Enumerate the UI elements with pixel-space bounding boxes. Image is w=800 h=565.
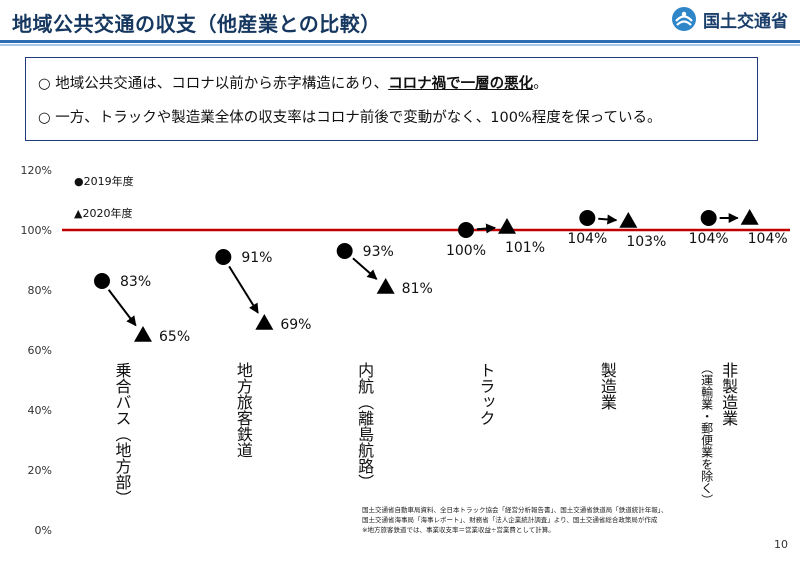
legend-2019: ●2019年度 <box>74 174 134 188</box>
header-divider-accent <box>0 44 800 46</box>
header-divider <box>0 40 800 43</box>
ministry-name: 国土交通省 <box>703 11 788 32</box>
point-2020 <box>498 218 516 234</box>
change-arrow <box>228 265 259 314</box>
legend-2020: ▲2020年度 <box>74 206 132 220</box>
y-tick-label: 100% <box>21 224 52 237</box>
header: 地域公共交通の収支（他産業との比較） 国土交通省 <box>0 0 800 48</box>
point-2020 <box>740 209 759 225</box>
y-tick-label: 20% <box>28 464 52 477</box>
point-2019 <box>458 222 474 238</box>
point-2019 <box>700 210 717 226</box>
point-2019 <box>215 249 232 265</box>
value-label-2020: 69% <box>280 317 311 333</box>
point-2020 <box>134 326 152 342</box>
page-number: 10 <box>774 538 788 551</box>
category-label: トラック <box>477 362 496 426</box>
summary-emphasis: コロナ禍で一層の悪化 <box>388 76 534 92</box>
category-sublabel: （運輸業・郵便業を除く） <box>700 362 714 506</box>
value-label-2019: 104% <box>689 231 729 247</box>
summary-box: ○ 地域公共交通は、コロナ以前から赤字構造にあり、コロナ禍で一層の悪化。 ○ 一… <box>25 57 758 141</box>
value-label-2019: 100% <box>446 243 486 259</box>
point-2019 <box>94 273 110 289</box>
point-2020 <box>619 212 638 228</box>
summary-line-1-end: 。 <box>533 76 548 92</box>
source-note: 国土交通省自動車局資料、全日本トラック協会「経営分析報告書」、国土交通省鉄道局「… <box>362 505 668 514</box>
value-label-2020: 81% <box>402 281 433 297</box>
y-tick-label: 40% <box>28 404 52 417</box>
change-arrow <box>107 289 137 327</box>
ministry-logo-icon <box>672 7 696 31</box>
category-label: 内航（離島航路） <box>355 362 374 490</box>
source-note: ※地方旅客鉄道では、事業収支率＝営業収益÷営業費として計算。 <box>362 525 555 534</box>
summary-line-2: ○ 一方、トラックや製造業全体の収支率はコロナ前後で変動がなく、100%程度を保… <box>38 110 662 126</box>
point-2020 <box>255 314 274 330</box>
category-label: 乗合バス（地方部） <box>113 362 132 506</box>
page-title: 地域公共交通の収支（他産業との比較） <box>12 12 381 36</box>
value-label-2019: 91% <box>241 250 272 266</box>
change-arrow <box>352 257 378 280</box>
revenue-ratio-chart: 0% 20% 40% 60% 80% 100% 120% ●2019年度 ▲2020年度 83% 6… <box>21 164 790 537</box>
change-arrow <box>476 223 497 234</box>
value-label-2020: 101% <box>505 240 545 256</box>
y-tick-label: 0% <box>35 524 52 537</box>
value-label-2020: 104% <box>748 231 788 247</box>
summary-line-1: ○ 地域公共交通は、コロナ以前から赤字構造にあり、コロナ禍で一層の悪化。 <box>38 72 548 93</box>
value-label-2019: 93% <box>363 244 394 260</box>
y-tick-label: 120% <box>21 164 52 177</box>
ministry-logo-block: 国土交通省 <box>671 6 788 32</box>
category-label: 製造業 <box>598 362 617 410</box>
point-2019 <box>336 243 353 259</box>
change-arrow <box>598 214 618 225</box>
y-tick-label: 80% <box>28 284 52 297</box>
value-label-2020: 103% <box>626 234 666 250</box>
value-label-2020: 65% <box>159 329 190 345</box>
summary-line-1-text: ○ 地域公共交通は、コロナ以前から赤字構造にあり、 <box>38 76 389 92</box>
point-2019 <box>579 210 596 226</box>
category-label: 非製造業 <box>719 362 738 426</box>
y-tick-label: 60% <box>28 344 52 357</box>
category-label: 地方旅客鉄道 <box>234 362 253 458</box>
value-label-2019: 104% <box>567 231 607 247</box>
value-label-2019: 83% <box>120 274 151 290</box>
source-note: 国土交通省海事局「海事レポート」、財務省「法人企業統計調査」より、国土交通省総合… <box>362 515 658 524</box>
point-2020 <box>376 278 395 294</box>
